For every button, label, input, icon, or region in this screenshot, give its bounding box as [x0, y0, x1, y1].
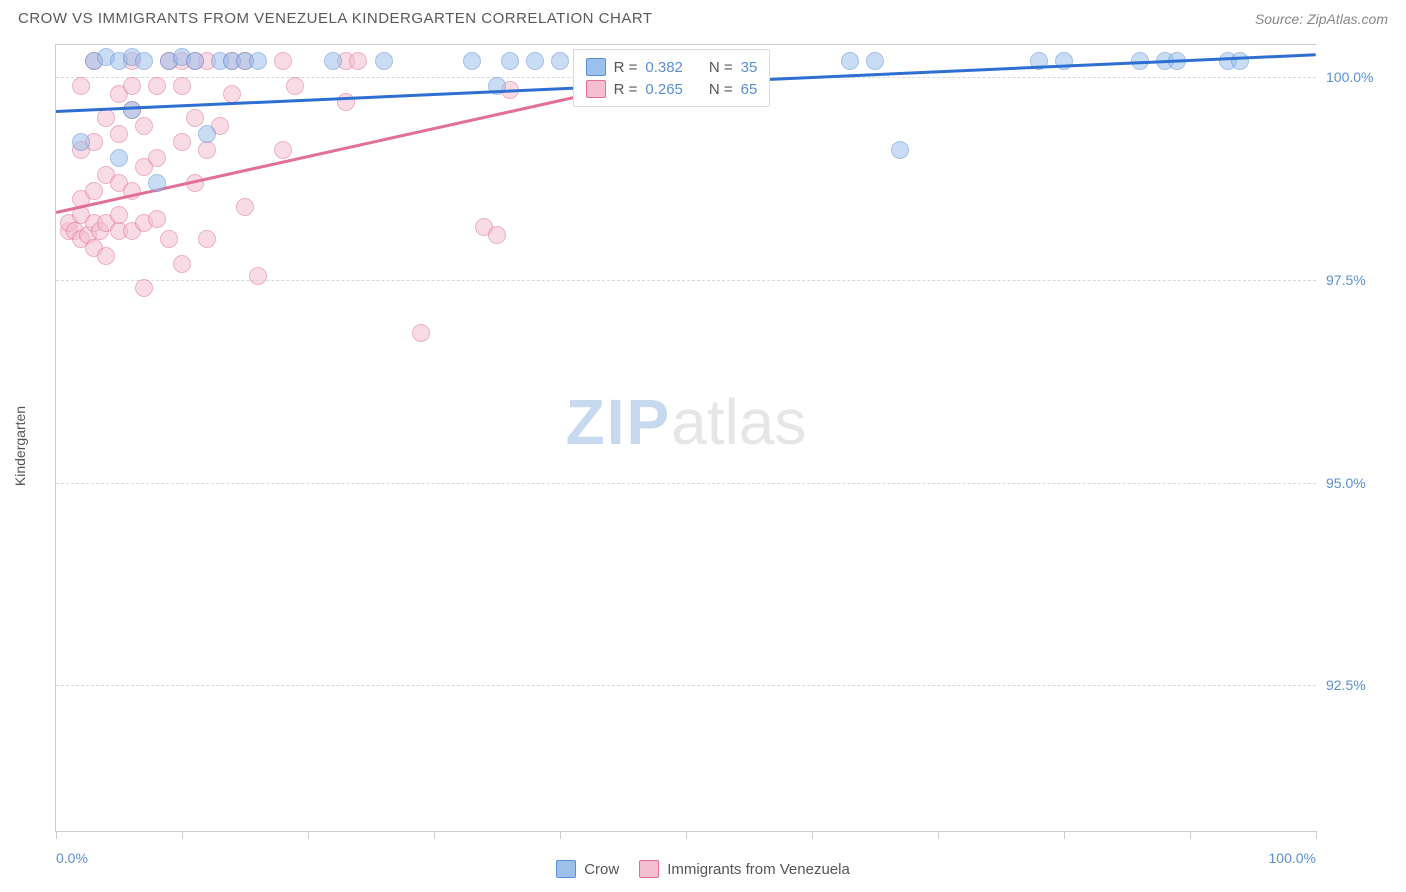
stats-swatch — [586, 58, 606, 76]
stats-r-value: 0.265 — [645, 81, 683, 98]
x-tick — [1316, 831, 1317, 839]
legend-label-crow: Crow — [584, 861, 619, 878]
x-tick — [56, 831, 57, 839]
y-tick-label: 92.5% — [1326, 677, 1386, 693]
data-point-crow — [463, 52, 481, 70]
stats-row: R = 0.382 N = 35 — [586, 56, 758, 78]
gridline — [56, 483, 1316, 484]
data-point-venezuela — [123, 77, 141, 95]
data-point-crow — [324, 52, 342, 70]
data-point-venezuela — [198, 230, 216, 248]
legend-swatch-crow — [556, 860, 576, 878]
data-point-venezuela — [173, 133, 191, 151]
chart-plot-area: ZIPatlas 100.0%97.5%95.0%92.5%0.0%100.0%… — [55, 44, 1316, 832]
data-point-venezuela — [488, 226, 506, 244]
data-point-venezuela — [160, 230, 178, 248]
data-point-crow — [551, 52, 569, 70]
data-point-crow — [866, 52, 884, 70]
data-point-venezuela — [186, 109, 204, 127]
data-point-venezuela — [236, 198, 254, 216]
stats-n-value: 35 — [741, 59, 758, 76]
gridline — [56, 280, 1316, 281]
data-point-crow — [1055, 52, 1073, 70]
data-point-venezuela — [173, 255, 191, 273]
data-point-crow — [72, 133, 90, 151]
x-tick — [434, 831, 435, 839]
data-point-crow — [841, 52, 859, 70]
data-point-venezuela — [337, 93, 355, 111]
data-point-venezuela — [223, 85, 241, 103]
data-point-venezuela — [135, 117, 153, 135]
legend-swatch-venezuela — [639, 860, 659, 878]
legend-item-crow: Crow — [556, 860, 619, 878]
x-tick — [1064, 831, 1065, 839]
data-point-venezuela — [274, 141, 292, 159]
data-point-venezuela — [97, 109, 115, 127]
data-point-crow — [123, 101, 141, 119]
data-point-crow — [501, 52, 519, 70]
stats-r-value: 0.382 — [645, 59, 683, 76]
watermark-zip: ZIP — [566, 386, 672, 458]
chart-source: Source: ZipAtlas.com — [1255, 11, 1388, 27]
data-point-venezuela — [412, 324, 430, 342]
data-point-venezuela — [198, 141, 216, 159]
data-point-venezuela — [148, 77, 166, 95]
data-point-venezuela — [148, 149, 166, 167]
x-tick — [1190, 831, 1191, 839]
y-tick-label: 100.0% — [1326, 69, 1386, 85]
data-point-crow — [135, 52, 153, 70]
data-point-crow — [198, 125, 216, 143]
legend-label-venezuela: Immigrants from Venezuela — [667, 861, 850, 878]
x-tick — [560, 831, 561, 839]
data-point-crow — [1231, 52, 1249, 70]
x-tick — [182, 831, 183, 839]
stats-n-label: N = — [709, 59, 733, 76]
watermark-atlas: atlas — [671, 386, 806, 458]
data-point-venezuela — [135, 279, 153, 297]
stats-swatch — [586, 80, 606, 98]
data-point-crow — [186, 52, 204, 70]
x-tick — [812, 831, 813, 839]
bottom-legend: Crow Immigrants from Venezuela — [0, 860, 1406, 878]
data-point-crow — [249, 52, 267, 70]
stats-n-label: N = — [709, 81, 733, 98]
y-tick-label: 95.0% — [1326, 475, 1386, 491]
chart-title: CROW VS IMMIGRANTS FROM VENEZUELA KINDER… — [18, 10, 653, 27]
x-tick — [938, 831, 939, 839]
data-point-venezuela — [110, 206, 128, 224]
gridline — [56, 685, 1316, 686]
data-point-venezuela — [148, 210, 166, 228]
x-tick — [308, 831, 309, 839]
data-point-crow — [148, 174, 166, 192]
data-point-venezuela — [85, 182, 103, 200]
stats-legend-box: R = 0.382 N = 35 R = 0.265 N = 65 — [573, 49, 771, 107]
data-point-crow — [891, 141, 909, 159]
data-point-venezuela — [286, 77, 304, 95]
stats-row: R = 0.265 N = 65 — [586, 78, 758, 100]
x-tick — [686, 831, 687, 839]
data-point-crow — [375, 52, 393, 70]
data-point-venezuela — [173, 77, 191, 95]
data-point-venezuela — [249, 267, 267, 285]
watermark: ZIPatlas — [566, 385, 807, 459]
stats-n-value: 65 — [741, 81, 758, 98]
data-point-venezuela — [274, 52, 292, 70]
stats-r-label: R = — [614, 81, 638, 98]
y-axis-title: Kindergarten — [12, 406, 28, 486]
data-point-venezuela — [110, 125, 128, 143]
y-tick-label: 97.5% — [1326, 272, 1386, 288]
legend-item-venezuela: Immigrants from Venezuela — [639, 860, 850, 878]
data-point-venezuela — [72, 77, 90, 95]
data-point-venezuela — [349, 52, 367, 70]
data-point-crow — [110, 149, 128, 167]
stats-r-label: R = — [614, 59, 638, 76]
data-point-venezuela — [97, 247, 115, 265]
data-point-crow — [526, 52, 544, 70]
